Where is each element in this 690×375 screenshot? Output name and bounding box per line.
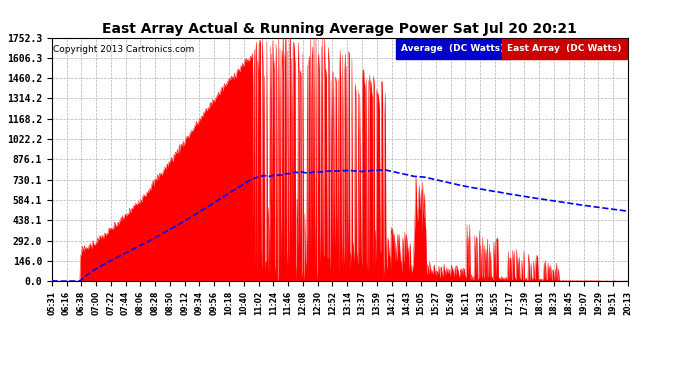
- Text: Copyright 2013 Cartronics.com: Copyright 2013 Cartronics.com: [53, 45, 194, 54]
- Title: East Array Actual & Running Average Power Sat Jul 20 20:21: East Array Actual & Running Average Powe…: [102, 22, 578, 36]
- Legend: Average  (DC Watts), East Array  (DC Watts): Average (DC Watts), East Array (DC Watts…: [397, 42, 623, 55]
